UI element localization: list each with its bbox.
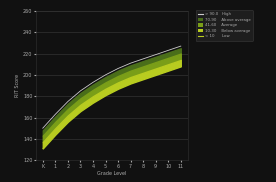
X-axis label: Grade Level: Grade Level [97, 171, 126, 176]
Y-axis label: RIT Score: RIT Score [15, 74, 20, 97]
Legend: > 90.0   High, 70-90    Above average, 41-60    Average, 10-30    Below average,: > 90.0 High, 70-90 Above average, 41-60 … [196, 10, 253, 41]
